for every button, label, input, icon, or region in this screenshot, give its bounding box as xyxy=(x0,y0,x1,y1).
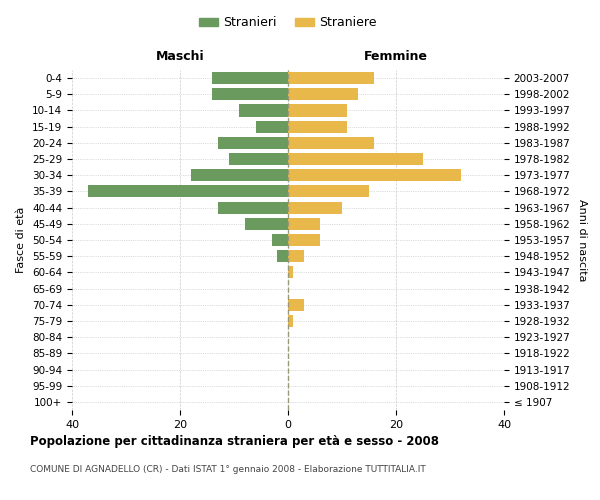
Bar xyxy=(288,120,347,132)
Bar xyxy=(212,88,288,101)
Bar xyxy=(288,250,304,262)
Bar xyxy=(218,137,288,149)
Bar xyxy=(288,137,374,149)
Text: Popolazione per cittadinanza straniera per età e sesso - 2008: Popolazione per cittadinanza straniera p… xyxy=(30,435,439,448)
Bar xyxy=(212,72,288,84)
Bar xyxy=(277,250,288,262)
Bar xyxy=(239,104,288,117)
Bar xyxy=(229,153,288,165)
Text: Femmine: Femmine xyxy=(364,50,428,63)
Y-axis label: Fasce di età: Fasce di età xyxy=(16,207,26,273)
Bar xyxy=(288,88,358,101)
Bar xyxy=(256,120,288,132)
Bar xyxy=(288,298,304,311)
Bar xyxy=(288,202,342,213)
Bar xyxy=(288,153,423,165)
Bar xyxy=(288,315,293,327)
Bar xyxy=(245,218,288,230)
Bar xyxy=(288,104,347,117)
Bar xyxy=(88,186,288,198)
Y-axis label: Anni di nascita: Anni di nascita xyxy=(577,198,587,281)
Legend: Stranieri, Straniere: Stranieri, Straniere xyxy=(194,11,382,34)
Bar xyxy=(218,202,288,213)
Bar xyxy=(272,234,288,246)
Text: Maschi: Maschi xyxy=(155,50,205,63)
Bar xyxy=(288,169,461,181)
Bar xyxy=(288,266,293,278)
Bar xyxy=(191,169,288,181)
Bar xyxy=(288,218,320,230)
Bar xyxy=(288,186,369,198)
Bar xyxy=(288,234,320,246)
Bar xyxy=(288,72,374,84)
Text: COMUNE DI AGNADELLO (CR) - Dati ISTAT 1° gennaio 2008 - Elaborazione TUTTITALIA.: COMUNE DI AGNADELLO (CR) - Dati ISTAT 1°… xyxy=(30,465,426,474)
